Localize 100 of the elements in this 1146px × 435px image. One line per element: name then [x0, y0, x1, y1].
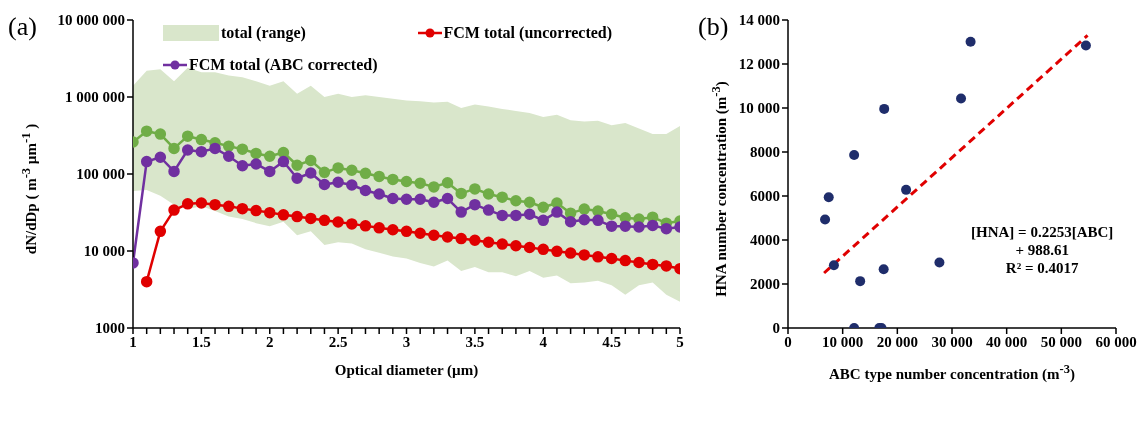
point — [168, 142, 180, 155]
point — [537, 214, 549, 227]
point — [523, 241, 536, 254]
point — [373, 170, 385, 183]
point — [605, 252, 618, 265]
x-tick-label: 4 — [539, 333, 548, 350]
point — [956, 93, 967, 104]
point — [633, 256, 645, 269]
point — [359, 184, 372, 197]
legend-label: total (range) — [221, 24, 306, 42]
x-axis-title: ABC type number concentration (m$^{-3}$) — [828, 362, 1076, 383]
point — [318, 214, 331, 227]
point — [551, 206, 563, 218]
x-tick-label: 1 — [129, 333, 137, 350]
point — [332, 162, 344, 174]
point — [359, 167, 372, 180]
legend-label: FCM total (ABC corrected) — [189, 56, 378, 74]
point — [455, 232, 467, 245]
x-tick-label: 1.5 — [192, 333, 211, 350]
point — [277, 209, 290, 221]
point — [181, 144, 194, 156]
legend-label: FCM total (uncorrected) — [443, 24, 613, 42]
point — [209, 142, 221, 155]
y-tick-label: 10 000 — [738, 100, 780, 117]
point — [469, 234, 481, 246]
point — [168, 204, 180, 216]
point — [181, 130, 194, 142]
point — [619, 254, 632, 267]
point — [346, 179, 358, 191]
point — [523, 196, 536, 208]
x-tick-label: 4.5 — [602, 333, 621, 350]
x-tick-label: 0 — [784, 333, 792, 350]
point — [469, 183, 481, 195]
point — [855, 276, 866, 287]
point — [154, 225, 167, 238]
y-tick-label: 10 000 — [83, 243, 125, 260]
point — [400, 175, 413, 188]
point — [646, 258, 659, 271]
point — [1080, 40, 1091, 51]
point — [523, 208, 536, 221]
point — [250, 147, 262, 160]
point — [264, 206, 276, 219]
point — [414, 177, 426, 189]
point — [482, 188, 495, 200]
point — [578, 249, 591, 261]
point — [605, 220, 618, 232]
point — [441, 231, 454, 243]
annotation: [HNA] = 0.2253[ABC] + 988.61 — [970, 222, 1115, 259]
point — [510, 209, 522, 222]
point — [496, 238, 508, 250]
y-tick-label: 6000 — [750, 188, 780, 205]
x-tick-label: 3.5 — [465, 333, 485, 350]
point — [496, 191, 508, 203]
y-tick-label: 1000 — [95, 320, 125, 337]
point — [482, 236, 495, 248]
x-tick-label: 2 — [266, 333, 274, 350]
point — [823, 192, 834, 203]
point — [510, 240, 522, 252]
point — [551, 197, 563, 209]
point — [154, 151, 167, 163]
point — [965, 36, 976, 47]
point — [578, 213, 591, 226]
point — [428, 196, 440, 208]
point — [633, 221, 645, 233]
point — [236, 202, 249, 215]
y-tick-label: 10 000 000 — [57, 12, 125, 29]
point — [291, 172, 303, 185]
point — [414, 227, 426, 240]
point — [510, 194, 522, 207]
point — [496, 209, 508, 222]
point — [828, 260, 839, 271]
y-tick-label: 14 000 — [738, 12, 780, 29]
y-tick-label: 8000 — [750, 144, 780, 161]
chart-title: (b) — [698, 12, 729, 42]
point — [387, 223, 399, 236]
x-tick-label: 10 000 — [822, 333, 864, 350]
point — [332, 216, 344, 228]
point — [305, 167, 317, 179]
point — [346, 164, 358, 176]
point — [592, 251, 604, 263]
point — [250, 204, 262, 217]
point — [578, 203, 591, 215]
y-tick-label: 100 000 — [76, 166, 125, 183]
point — [140, 275, 153, 288]
point — [820, 214, 831, 225]
point — [277, 155, 290, 168]
point — [140, 125, 153, 137]
point — [222, 200, 235, 213]
point — [537, 243, 549, 256]
point — [373, 222, 385, 234]
point — [359, 220, 372, 232]
point — [592, 205, 604, 217]
point — [414, 193, 426, 205]
annotation: R² = 0.4017 — [1004, 258, 1080, 277]
point — [305, 212, 317, 225]
point — [878, 264, 889, 275]
point — [901, 184, 912, 195]
point — [318, 166, 331, 179]
point — [934, 257, 945, 268]
x-tick-label: 2.5 — [328, 333, 348, 350]
